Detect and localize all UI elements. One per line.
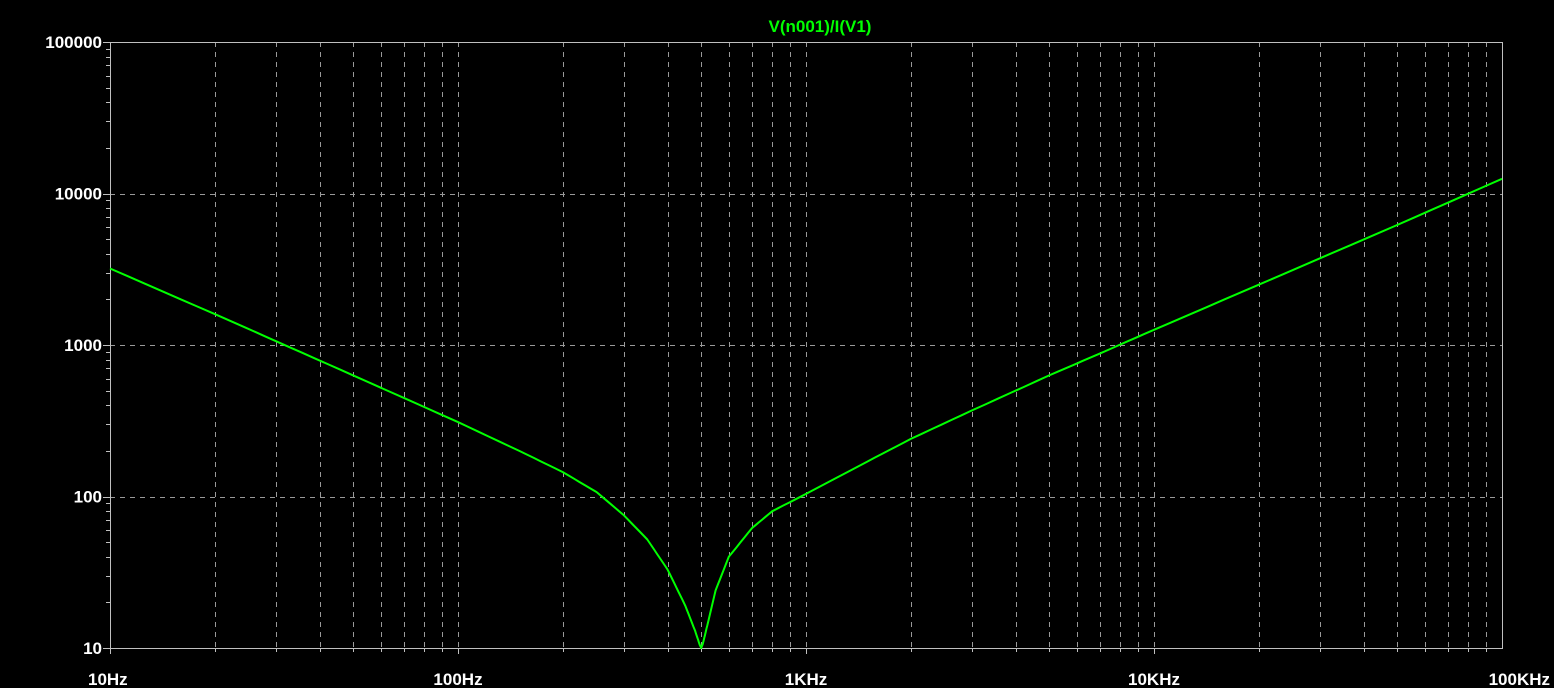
x-tick-label: 1KHz	[785, 670, 828, 688]
chart-title: V(n001)/I(V1)	[769, 17, 872, 36]
x-tick-label: 10KHz	[1128, 670, 1180, 688]
y-tick-label: 10	[83, 639, 102, 658]
y-tick-label: 100000	[45, 33, 102, 52]
y-tick-label: 10000	[55, 185, 102, 204]
x-tick-label: 100KHz	[1489, 670, 1550, 688]
grid-lines	[110, 42, 1502, 648]
trace-layer	[109, 177, 1503, 649]
tick-marks	[103, 42, 1487, 654]
x-tick-label: 100Hz	[433, 670, 482, 688]
y-tick-label: 1000	[64, 336, 102, 355]
y-tick-label: 100	[74, 488, 102, 507]
tick-labels: 10Hz 100Hz 1KHz 10KHz 100KHz 10 100 1000 10000 10…	[45, 33, 1550, 688]
x-tick-label: 10Hz	[88, 670, 128, 688]
series-line-0	[109, 177, 1503, 649]
